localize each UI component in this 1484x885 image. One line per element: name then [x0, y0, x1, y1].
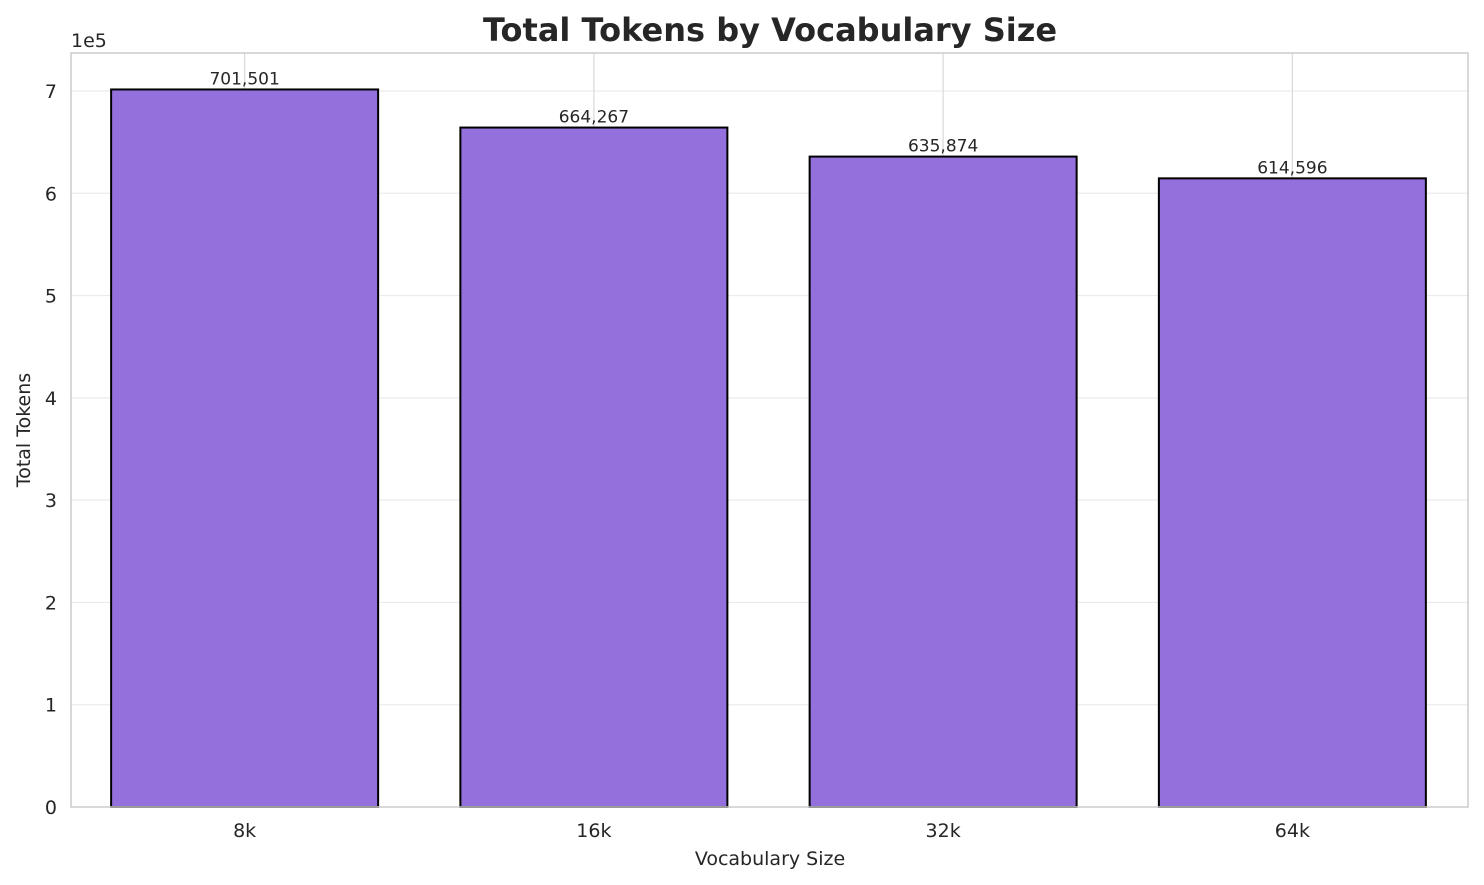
x-tick-label: 16k — [576, 820, 611, 842]
x-tick-label: 8k — [233, 820, 256, 842]
chart-title: Total Tokens by Vocabulary Size — [483, 11, 1057, 49]
bar-value-label: 635,874 — [908, 137, 978, 157]
plot-frame — [70, 52, 1469, 808]
bars: 701,501 664,267 635,874 614,596 — [110, 69, 1427, 809]
y-tick-label: 6 — [45, 183, 57, 205]
axes-frame — [70, 52, 1469, 808]
bar-value-label: 664,267 — [559, 108, 629, 128]
y-tick-label: 5 — [45, 286, 57, 308]
y-tick-label: 0 — [45, 797, 57, 819]
bar-8k — [110, 88, 380, 808]
x-axis-ticks: 8k 16k 32k 64k — [233, 820, 1310, 842]
bar-value-label: 614,596 — [1257, 158, 1327, 178]
y-tick-label: 3 — [45, 490, 57, 512]
bar-16k — [459, 126, 729, 809]
x-tick-label: 64k — [1275, 820, 1310, 842]
bar-value-label: 701,501 — [209, 69, 279, 89]
bar-32k — [808, 155, 1078, 808]
x-tick-label: 32k — [926, 820, 961, 842]
y-tick-label: 1 — [45, 695, 57, 717]
x-axis-label: Vocabulary Size — [695, 848, 845, 870]
y-axis-label: Total Tokens — [13, 373, 35, 488]
y-tick-label: 7 — [45, 81, 57, 103]
y-tick-label: 2 — [45, 592, 57, 614]
y-offset-label: 1e5 — [71, 30, 107, 52]
bar-64k — [1157, 177, 1427, 809]
y-tick-label: 4 — [45, 388, 57, 410]
y-axis-ticks: 0 1 2 3 4 5 6 7 — [45, 81, 57, 819]
